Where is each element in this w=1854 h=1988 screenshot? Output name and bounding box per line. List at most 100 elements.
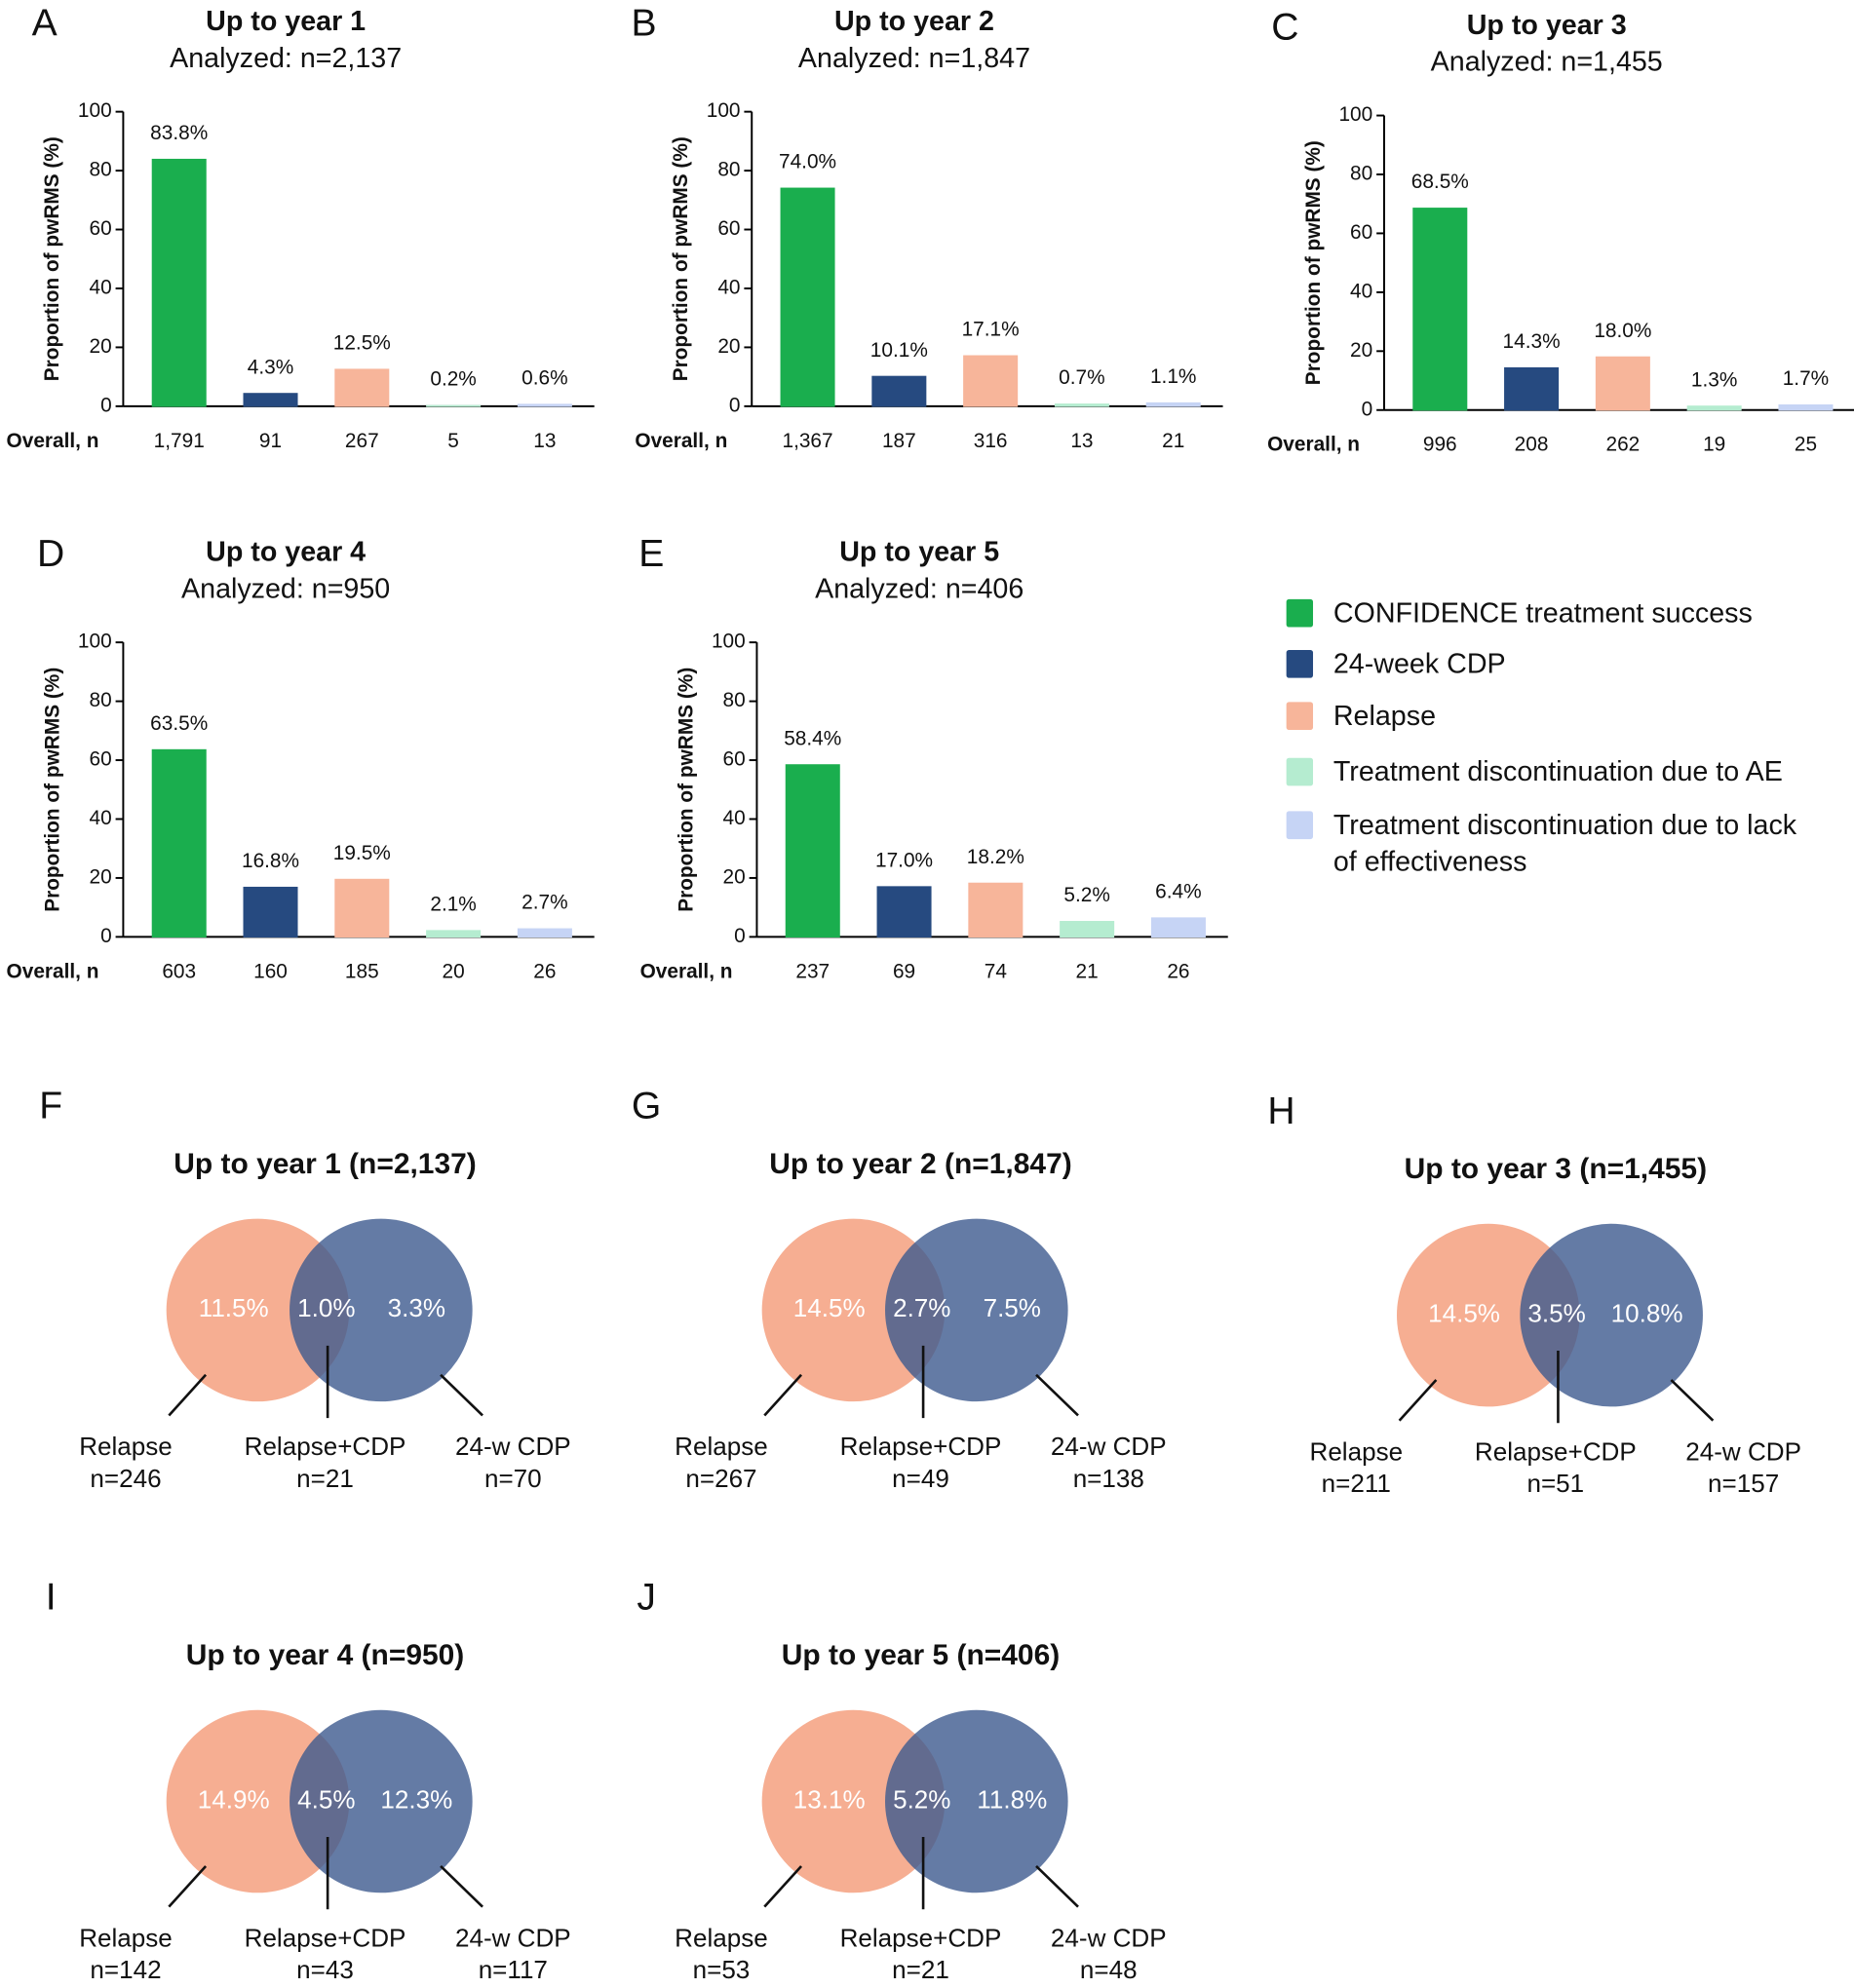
set-count: n=49 <box>892 1464 949 1493</box>
set-name: Relapse <box>79 1432 173 1461</box>
venn-value: 1.0% <box>297 1293 355 1322</box>
y-axis-label: Proportion of pwRMS (%) <box>675 668 697 912</box>
value-label: 83.8% <box>150 122 208 144</box>
panel-letter: C <box>1271 6 1298 48</box>
panel-letter: A <box>32 2 58 44</box>
venn-value: 11.5% <box>199 1293 269 1322</box>
venn-title: Up to year 5 (n=406) <box>782 1639 1060 1671</box>
set-count: n=51 <box>1526 1469 1584 1498</box>
count-label: 26 <box>1167 960 1189 982</box>
set-name: Relapse+CDP <box>1475 1436 1637 1466</box>
y-axis-label: Proportion of pwRMS (%) <box>1302 140 1325 385</box>
count-label: 69 <box>893 960 915 982</box>
set-count: n=142 <box>90 1955 161 1984</box>
chart-subtitle: Analyzed: n=1,455 <box>1431 47 1663 78</box>
leader-line <box>440 1373 483 1417</box>
y-tick-label: 100 <box>707 99 741 122</box>
value-label: 5.2% <box>1063 884 1109 906</box>
bar <box>1412 208 1468 411</box>
venn-title: Up to year 1 (n=2,137) <box>174 1148 476 1180</box>
leader-line <box>1035 1865 1079 1908</box>
value-label: 14.3% <box>1503 330 1561 353</box>
y-tick-label: 80 <box>1350 162 1372 184</box>
legend-label: Treatment discontinuation due to lack of… <box>1333 808 1797 878</box>
count-label: 160 <box>253 960 288 982</box>
venn-value: 14.5% <box>793 1293 866 1322</box>
value-label: 2.7% <box>521 892 567 914</box>
y-tick-label: 100 <box>1338 103 1372 126</box>
count-label: 208 <box>1515 434 1549 456</box>
count-label: 20 <box>443 960 465 982</box>
legend-swatch <box>1286 649 1314 678</box>
set-name: 24-w CDP <box>455 1432 571 1461</box>
set-name: Relapse+CDP <box>840 1923 1002 1952</box>
value-label: 0.2% <box>430 368 476 391</box>
venn-value: 2.7% <box>893 1293 950 1322</box>
chart-title: Up to year 4 <box>206 537 366 568</box>
set-name: 24-w CDP <box>1051 1923 1167 1952</box>
set-name: 24-w CDP <box>1051 1432 1167 1461</box>
bar <box>334 368 390 407</box>
bar <box>876 886 932 938</box>
count-label: 74 <box>985 960 1007 982</box>
set-name: Relapse+CDP <box>245 1923 406 1952</box>
count-label: 996 <box>1423 434 1457 456</box>
value-label: 18.0% <box>1594 320 1651 342</box>
count-label: 91 <box>259 430 282 452</box>
legend-label: 24-week CDP <box>1333 647 1506 679</box>
leader-line <box>440 1865 483 1908</box>
y-tick-label: 0 <box>729 394 741 416</box>
venn-value: 7.5% <box>984 1293 1041 1322</box>
venn-circle <box>290 1218 473 1402</box>
leader-line <box>1670 1379 1715 1422</box>
legend-item: Treatment discontinuation due to lack of… <box>1333 808 1797 878</box>
bar <box>871 375 927 407</box>
panel-letter: I <box>46 1577 57 1619</box>
bar <box>1150 917 1206 938</box>
venn-circle <box>885 1709 1068 1893</box>
set-name: Relapse <box>675 1432 768 1461</box>
y-tick-label: 20 <box>90 335 112 358</box>
chart-title: Up to year 5 <box>839 537 999 568</box>
venn-value: 12.3% <box>380 1784 452 1814</box>
venn-value: 4.5% <box>297 1784 355 1814</box>
value-label: 17.1% <box>962 319 1020 341</box>
y-tick-label: 60 <box>90 217 112 240</box>
set-count: n=43 <box>296 1955 354 1984</box>
row-label: Overall, n <box>1267 434 1360 456</box>
bar <box>963 355 1019 407</box>
value-label: 16.8% <box>242 850 299 872</box>
set-name: Relapse <box>1310 1436 1404 1466</box>
y-axis-label: Proportion of pwRMS (%) <box>41 668 63 912</box>
venn-value: 3.3% <box>388 1293 445 1322</box>
bar <box>785 764 840 938</box>
bar <box>1595 356 1650 411</box>
y-axis-label: Proportion of pwRMS (%) <box>670 136 692 381</box>
count-label: 21 <box>1162 430 1184 452</box>
value-label: 2.1% <box>430 893 476 915</box>
value-label: 1.7% <box>1783 367 1829 390</box>
panel-letter: J <box>637 1577 656 1619</box>
value-label: 12.5% <box>333 332 391 355</box>
value-label: 68.5% <box>1411 171 1469 193</box>
set-count: n=138 <box>1073 1464 1144 1493</box>
count-label: 1,367 <box>782 430 832 452</box>
count-label: 185 <box>345 960 379 982</box>
y-tick-label: 0 <box>100 925 112 947</box>
bar <box>1504 366 1560 411</box>
bar <box>1060 921 1115 938</box>
count-label: 267 <box>345 430 379 452</box>
value-label: 6.4% <box>1155 880 1201 902</box>
set-count: n=157 <box>1708 1469 1779 1498</box>
venn-value: 14.5% <box>1428 1298 1500 1327</box>
y-tick-label: 80 <box>90 159 112 181</box>
count-label: 21 <box>1076 960 1099 982</box>
chart-subtitle: Analyzed: n=406 <box>815 573 1024 604</box>
leader-line <box>1398 1379 1438 1422</box>
count-label: 13 <box>533 430 556 452</box>
venn-value: 13.1% <box>793 1784 866 1814</box>
bar <box>151 748 207 938</box>
panel-letter: H <box>1267 1090 1294 1132</box>
bar <box>1778 403 1834 411</box>
